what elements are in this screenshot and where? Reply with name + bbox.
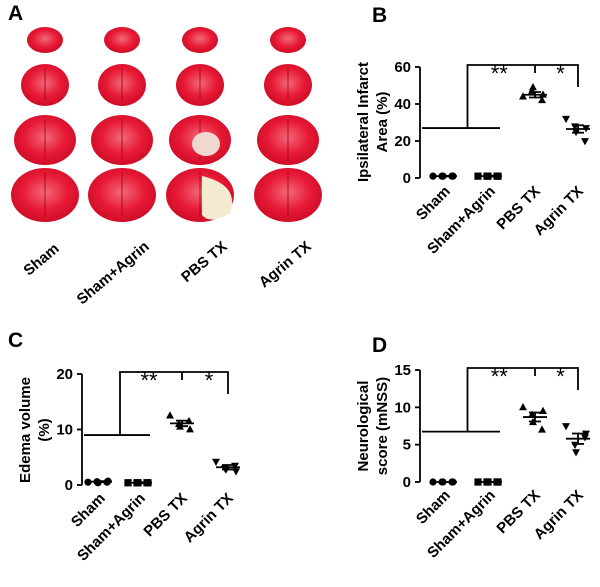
y-axis-label: Ipsilateral Infarct xyxy=(355,62,372,182)
brain-slice xyxy=(270,27,306,53)
group-label: Agrin TX xyxy=(256,238,315,291)
significance-bracket xyxy=(422,64,579,129)
error-bar xyxy=(572,124,584,134)
error-bar xyxy=(94,480,106,484)
y-tick-label: 40 xyxy=(394,96,411,113)
data-point xyxy=(539,406,547,414)
data-point xyxy=(581,138,589,146)
data-point xyxy=(185,416,193,425)
y-tick-label: 10 xyxy=(56,422,73,439)
y-axis-label: Neurological xyxy=(355,381,372,472)
significance-label: * xyxy=(205,368,214,393)
y-tick-label: 15 xyxy=(394,362,411,379)
y-axis-label: (%) xyxy=(36,418,53,441)
infarct xyxy=(192,132,220,156)
y-axis-label: Area (%) xyxy=(374,92,391,153)
data-point xyxy=(562,423,570,431)
panel-label: C xyxy=(8,329,23,352)
y-tick-label: 10 xyxy=(394,399,411,416)
data-point xyxy=(572,449,580,457)
data-point xyxy=(529,83,537,91)
panel-label: A xyxy=(8,2,23,25)
data-point xyxy=(232,468,240,476)
data-point xyxy=(538,425,546,433)
error-bar xyxy=(529,411,541,423)
data-point xyxy=(166,411,174,419)
data-point xyxy=(562,115,570,124)
data-point xyxy=(212,458,220,467)
x-tick-label: Agrin TX xyxy=(181,490,237,546)
significance-bracket xyxy=(422,367,579,433)
data-point xyxy=(538,95,546,104)
y-tick-label: 20 xyxy=(394,133,411,150)
error-bar xyxy=(439,174,451,178)
y-tick-label: 0 xyxy=(403,170,411,187)
group-label: Sham+Agrin xyxy=(74,238,153,308)
significance-label: * xyxy=(556,364,565,389)
brain-slice xyxy=(104,27,140,53)
significance-label: ** xyxy=(140,368,158,393)
y-axis-label: Edema volume xyxy=(17,377,34,483)
y-tick-label: 20 xyxy=(56,366,73,383)
data-point xyxy=(519,403,527,411)
error-bar xyxy=(176,419,188,428)
y-tick-label: 60 xyxy=(394,59,411,76)
data-point xyxy=(186,425,194,433)
error-bar xyxy=(484,174,496,178)
error-bar xyxy=(529,91,541,99)
x-tick-label: Sham xyxy=(413,183,454,224)
brain-slice xyxy=(27,27,63,53)
data-point xyxy=(582,430,590,438)
error-bar xyxy=(222,464,234,471)
y-tick-label: 0 xyxy=(403,474,411,491)
error-bar xyxy=(134,481,146,485)
brain-slices xyxy=(11,27,322,222)
x-tick-label: Sham xyxy=(413,487,454,528)
significance-bracket xyxy=(84,371,229,436)
infarct xyxy=(202,176,233,220)
significance-label: * xyxy=(556,61,565,86)
panel-label: D xyxy=(372,334,387,357)
group-label: Sham xyxy=(20,240,62,279)
y-tick-label: 5 xyxy=(403,437,411,454)
panel-label: B xyxy=(372,4,387,27)
error-bar xyxy=(572,432,584,445)
significance-label: ** xyxy=(491,364,509,389)
significance-label: ** xyxy=(491,61,509,86)
data-point xyxy=(528,410,536,418)
y-axis-label: score (mNSS) xyxy=(374,377,391,475)
brain-slice xyxy=(182,27,218,53)
group-label: PBS TX xyxy=(178,238,230,286)
data-point xyxy=(519,92,527,100)
y-tick-label: 0 xyxy=(65,477,73,494)
